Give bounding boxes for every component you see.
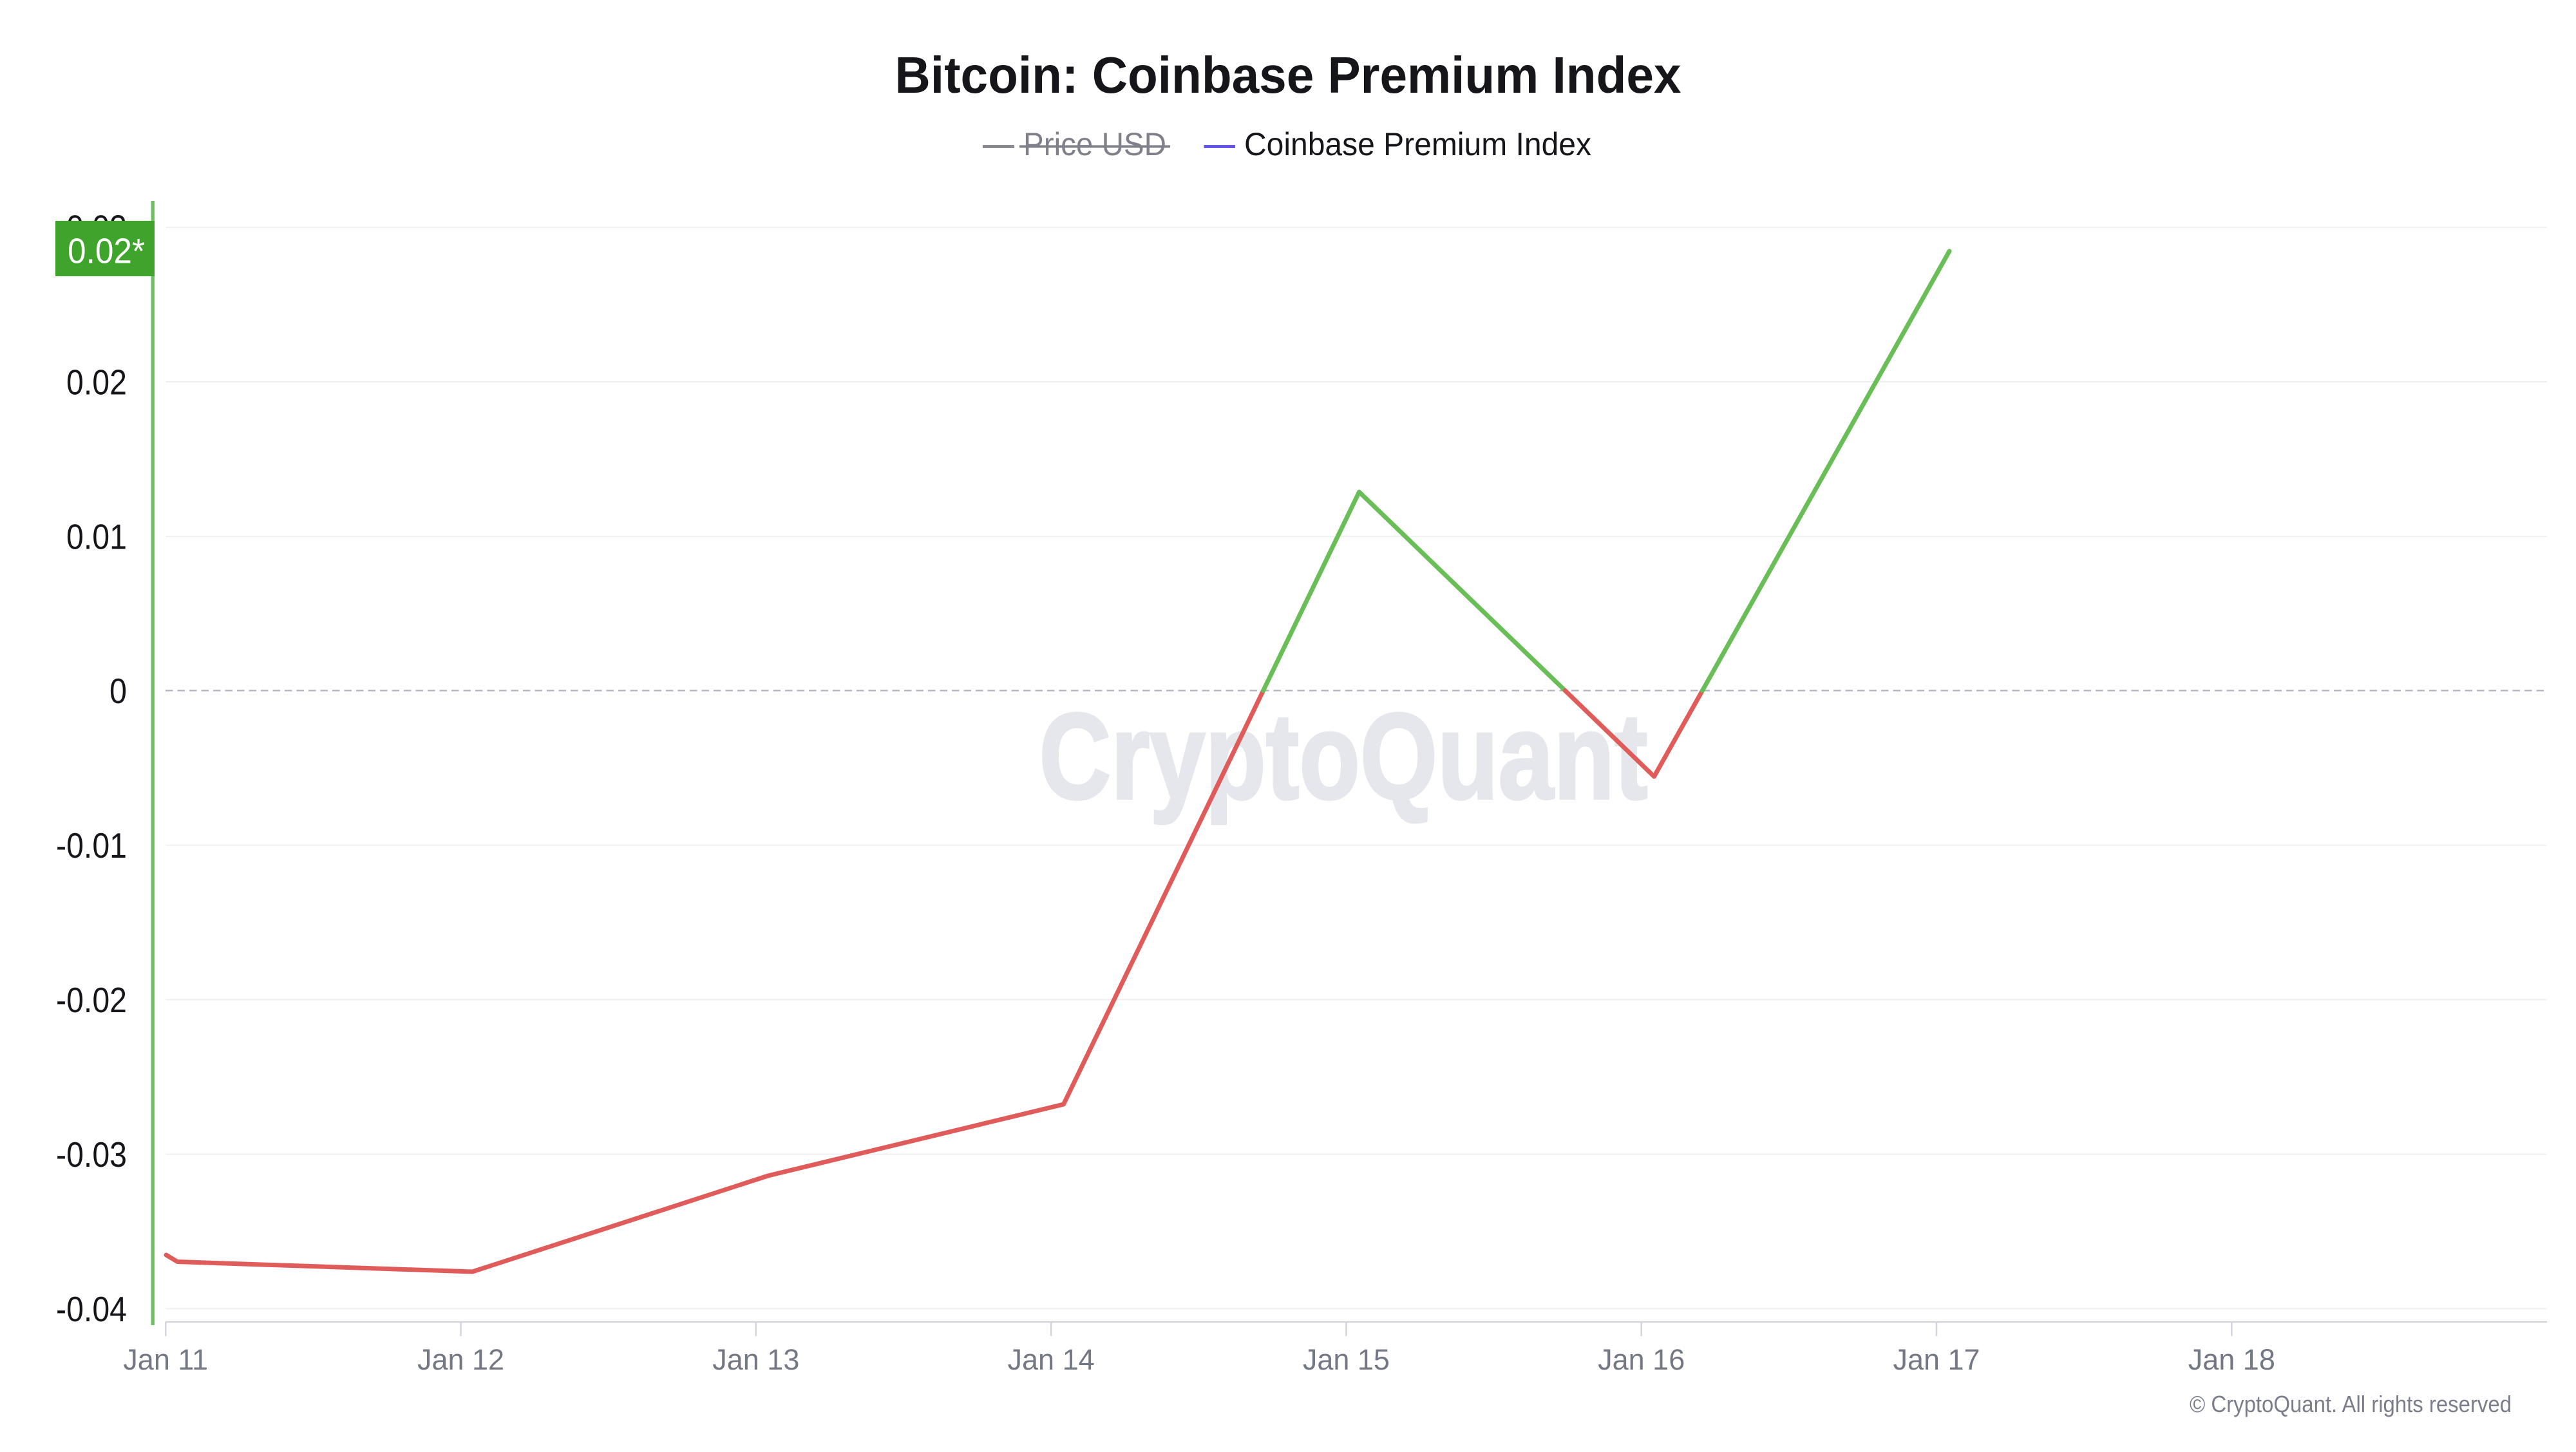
svg-text:Jan 12: Jan 12 xyxy=(417,1343,504,1376)
svg-text:Jan 13: Jan 13 xyxy=(712,1343,799,1376)
svg-text:0: 0 xyxy=(109,671,127,711)
svg-text:Jan 15: Jan 15 xyxy=(1303,1343,1390,1376)
svg-text:Coinbase Premium Index: Coinbase Premium Index xyxy=(1244,126,1591,162)
svg-text:Jan 17: Jan 17 xyxy=(1893,1343,1980,1376)
svg-text:Jan 14: Jan 14 xyxy=(1008,1343,1095,1376)
svg-text:-0.01: -0.01 xyxy=(56,825,127,865)
svg-text:Price USD: Price USD xyxy=(1023,126,1166,162)
svg-text:-0.03: -0.03 xyxy=(56,1135,127,1174)
svg-text:Jan 18: Jan 18 xyxy=(2188,1343,2275,1376)
svg-text:0.02: 0.02 xyxy=(66,363,127,402)
svg-text:CryptoQuant: CryptoQuant xyxy=(1039,688,1648,825)
svg-text:© CryptoQuant. All rights rese: © CryptoQuant. All rights reserved xyxy=(2190,1391,2512,1417)
svg-text:Jan 16: Jan 16 xyxy=(1598,1343,1685,1376)
svg-text:0.02*: 0.02* xyxy=(68,231,145,271)
svg-text:-0.04: -0.04 xyxy=(56,1289,127,1329)
svg-text:Jan 11: Jan 11 xyxy=(123,1343,208,1376)
svg-text:-0.02: -0.02 xyxy=(56,980,127,1020)
svg-text:Bitcoin: Coinbase Premium Inde: Bitcoin: Coinbase Premium Index xyxy=(895,46,1681,104)
svg-text:0.01: 0.01 xyxy=(66,517,127,557)
